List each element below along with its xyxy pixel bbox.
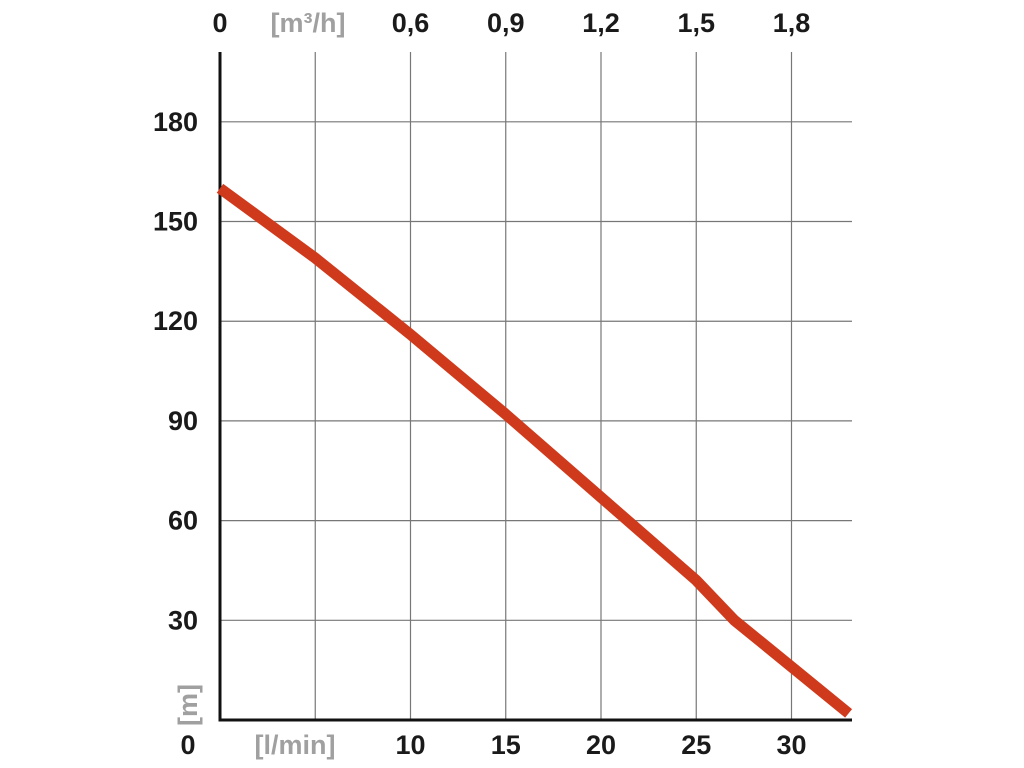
tick-labels: 0 10 15 20 25 30 0 0,6 0,9 1,2 1,5 1,8 30 60 90 120 150 1… — [153, 8, 810, 760]
x-top-tick-label: 0 — [212, 8, 227, 38]
y-tick-label: 150 — [153, 207, 198, 237]
x-top-tick-label: 1,5 — [677, 8, 715, 38]
x-bottom-tick-label: 15 — [491, 730, 521, 760]
x-bottom-tick-label: 25 — [681, 730, 711, 760]
x-bottom-tick-label: 0 — [180, 730, 195, 760]
series — [216, 183, 853, 718]
y-tick-label: 120 — [153, 306, 198, 336]
x-bottom-tick-label: 10 — [395, 730, 425, 760]
series-line — [216, 183, 853, 718]
y-unit-label: [m] — [173, 684, 203, 726]
x-top-unit-label: [m³/h] — [271, 8, 346, 38]
x-top-tick-label: 0,9 — [487, 8, 525, 38]
x-top-tick-label: 0,6 — [392, 8, 430, 38]
y-tick-label: 30 — [168, 605, 198, 635]
axes — [218, 52, 852, 722]
y-tick-label: 60 — [168, 506, 198, 536]
x-top-tick-label: 1,8 — [773, 8, 811, 38]
x-bottom-unit-label: [l/min] — [255, 730, 336, 760]
y-tick-label: 180 — [153, 107, 198, 137]
grid — [220, 52, 852, 720]
x-top-tick-label: 1,2 — [582, 8, 620, 38]
x-bottom-tick-label: 20 — [586, 730, 616, 760]
y-tick-label: 90 — [168, 406, 198, 436]
x-bottom-tick-label: 30 — [776, 730, 806, 760]
